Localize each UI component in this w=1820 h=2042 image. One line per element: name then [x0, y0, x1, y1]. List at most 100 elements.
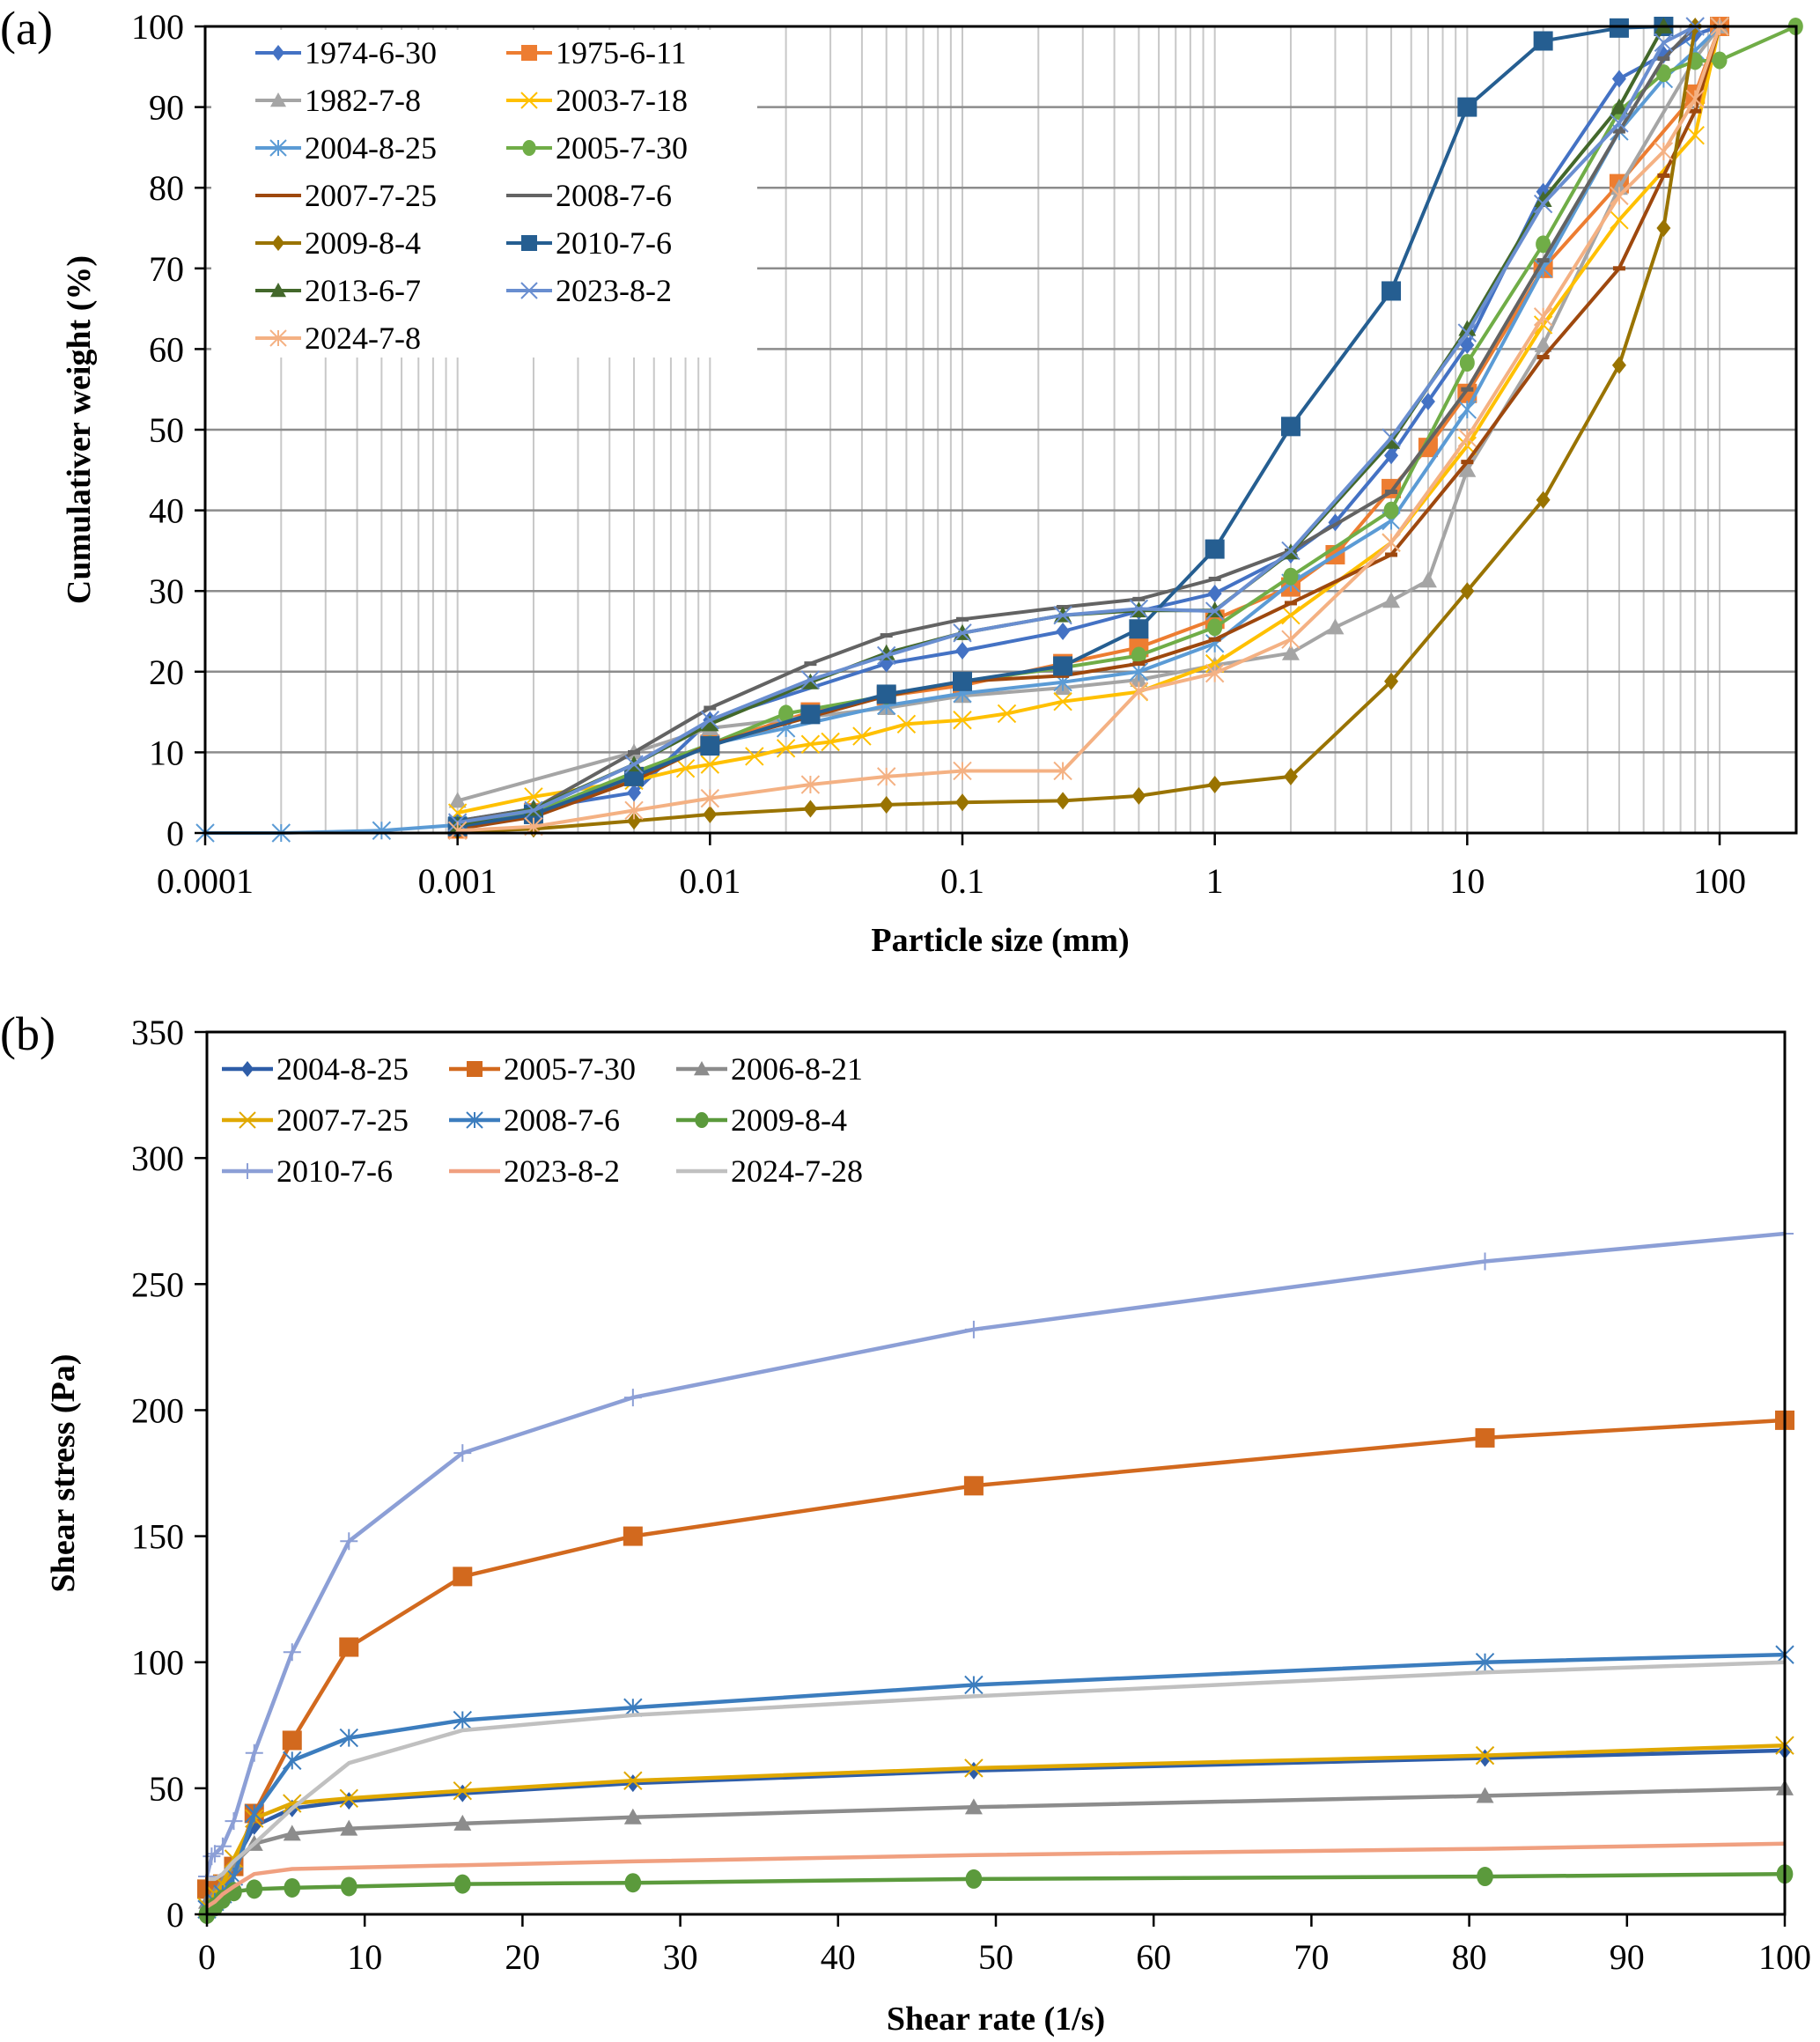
data-point: [1131, 786, 1146, 805]
data-point: [1053, 605, 1072, 625]
x-tick-label: 0.1: [940, 861, 984, 901]
y-tick-label: 60: [149, 329, 184, 369]
data-point: [625, 1774, 640, 1793]
legend-marker: [240, 1061, 254, 1077]
legend-label: 2006-8-21: [731, 1051, 863, 1087]
data-point: [339, 1637, 359, 1657]
data-point: [455, 1784, 470, 1802]
legend-item: 1974-6-30: [255, 35, 437, 70]
y-tick-label: 300: [131, 1139, 184, 1178]
legend-item: 2005-7-30: [449, 1051, 636, 1087]
data-point: [876, 645, 896, 666]
data-point: [1611, 70, 1626, 88]
data-point: [245, 1803, 264, 1824]
x-tick-label: 90: [1610, 1937, 1645, 1977]
data-point: [340, 1532, 358, 1551]
y-tick-label: 30: [149, 571, 184, 611]
data-point: [453, 1874, 471, 1894]
y-tick-label: 100: [131, 7, 184, 47]
legend-label: 2023-8-2: [556, 273, 672, 308]
x-tick-label: 100: [1693, 861, 1746, 901]
legend-label: 2010-7-6: [276, 1154, 393, 1189]
y-tick-label: 100: [131, 1643, 184, 1683]
data-point: [448, 792, 467, 808]
series-line: [207, 1660, 1786, 1882]
tick-labels-b: 0 50 100 150 200 250 300 350 0 10 20 30 40 50 60 70 80 90…: [131, 1013, 1811, 1977]
y-tick-label: 200: [131, 1390, 184, 1430]
y-axis-title-a: Cumulativer weight (%): [61, 255, 98, 604]
data-point: [1283, 767, 1298, 785]
data-point: [1382, 533, 1401, 552]
data-point: [1536, 235, 1551, 254]
data-point: [800, 670, 821, 689]
data-point: [1475, 1653, 1495, 1672]
legend-marker: [522, 140, 536, 156]
data-point: [339, 1728, 358, 1748]
data-point: [1458, 320, 1477, 336]
data-point: [1533, 194, 1553, 214]
legend-label: 2003-7-18: [556, 83, 688, 118]
legend-item: 2023-8-2: [449, 1154, 620, 1189]
legend-item: 2004-8-25: [255, 130, 437, 166]
data-point: [1457, 97, 1477, 117]
data-point: [997, 704, 1017, 724]
legend-label: 2004-8-25: [305, 130, 437, 166]
legend-label: 2005-7-30: [504, 1051, 636, 1087]
legend-label: 2009-8-4: [305, 225, 421, 261]
legend-label: 2008-7-6: [556, 178, 672, 213]
data-point: [284, 1877, 301, 1898]
legend-item: 2023-8-2: [506, 273, 672, 308]
x-tick-label: 70: [1293, 1937, 1329, 1977]
data-point: [1459, 353, 1475, 372]
legend-item: 2007-7-25: [255, 178, 437, 213]
legend-marker: [694, 1061, 710, 1076]
data-point: [225, 1882, 242, 1902]
data-point: [1418, 438, 1438, 458]
data-point: [1384, 672, 1399, 690]
data-point: [1611, 356, 1626, 374]
legend-label: 2009-8-4: [731, 1102, 847, 1138]
x-tick-label: 0.0001: [157, 861, 254, 901]
data-point: [1533, 307, 1553, 327]
data-point: [964, 1798, 983, 1815]
legend-item: 2008-7-6: [449, 1102, 620, 1138]
data-point: [700, 736, 720, 756]
series-2024-7-28: [207, 1660, 1786, 1882]
data-point: [342, 1792, 357, 1810]
data-point: [1655, 64, 1671, 83]
data-point: [1281, 644, 1300, 660]
data-point: [1281, 605, 1301, 625]
data-point: [623, 1526, 643, 1546]
data-point: [1207, 584, 1222, 602]
series-2023-8-2: [447, 17, 1705, 832]
data-point: [624, 755, 644, 774]
data-point: [213, 1837, 232, 1855]
data-point: [955, 793, 969, 812]
data-point: [246, 1879, 263, 1899]
y-tick-label: 10: [149, 733, 184, 772]
legend-label: 1975-6-11: [556, 35, 687, 70]
data-point: [953, 671, 972, 691]
data-point: [1457, 323, 1477, 343]
data-point: [1382, 281, 1402, 301]
data-point: [1460, 582, 1475, 601]
legend-item: 2009-8-4: [676, 1102, 847, 1138]
data-point: [1534, 190, 1552, 207]
legend-marker: [270, 283, 286, 298]
legend-label: 2005-7-30: [556, 130, 688, 166]
data-point: [953, 623, 972, 643]
legend-item: 2005-7-30: [506, 130, 688, 166]
data-point: [703, 805, 718, 823]
data-point: [1476, 1787, 1494, 1803]
y-axis-title-b: Shear stress (Pa): [45, 1354, 82, 1593]
data-point: [1476, 1252, 1494, 1271]
series-line: [205, 1841, 1786, 1909]
data-point: [453, 1567, 473, 1587]
data-point: [1207, 618, 1223, 637]
legend-marker: [239, 1111, 256, 1129]
data-point: [953, 761, 972, 781]
data-point: [1283, 567, 1299, 586]
legend-item: 2010-7-6: [506, 225, 672, 261]
data-point: [1457, 428, 1477, 447]
